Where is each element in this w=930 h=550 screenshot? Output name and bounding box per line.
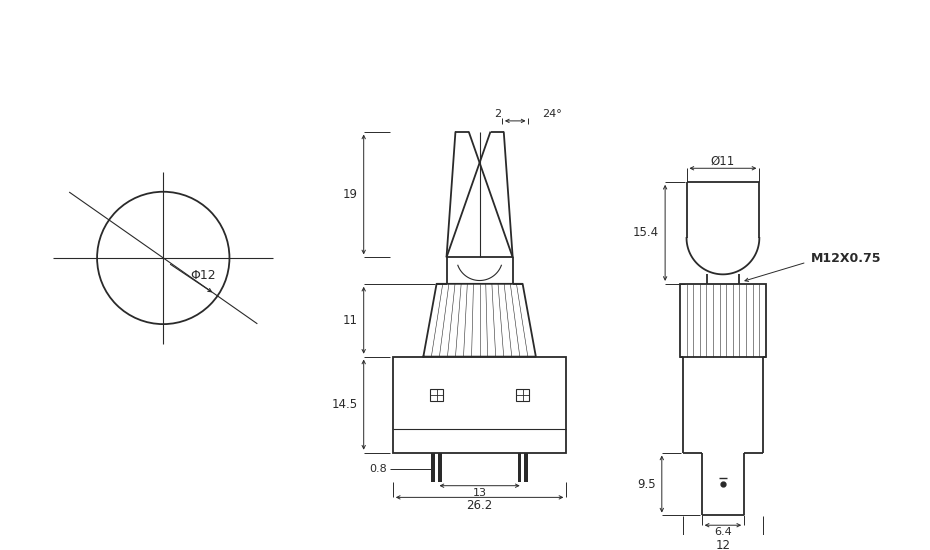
- Text: 2: 2: [495, 109, 501, 119]
- Text: 26.2: 26.2: [467, 499, 493, 512]
- Text: 13: 13: [472, 487, 486, 498]
- Text: Φ12: Φ12: [191, 269, 216, 282]
- Text: 15.4: 15.4: [633, 227, 659, 239]
- Text: 12: 12: [715, 539, 730, 550]
- Bar: [517, 453, 521, 482]
- Bar: [438, 453, 442, 482]
- Text: Ø11: Ø11: [711, 155, 735, 168]
- Text: 11: 11: [343, 314, 358, 327]
- Text: 9.5: 9.5: [637, 477, 656, 491]
- Text: 14.5: 14.5: [332, 398, 358, 411]
- Text: 0.8: 0.8: [369, 464, 387, 474]
- Bar: [525, 453, 527, 482]
- Bar: [680, 284, 766, 356]
- Bar: [392, 356, 566, 453]
- Text: 6.4: 6.4: [714, 527, 732, 537]
- Text: 24°: 24°: [542, 109, 562, 119]
- Bar: [431, 389, 443, 402]
- Text: M12X0.75: M12X0.75: [811, 252, 881, 265]
- Bar: [432, 453, 435, 482]
- Bar: [516, 389, 529, 402]
- Text: 19: 19: [343, 188, 358, 201]
